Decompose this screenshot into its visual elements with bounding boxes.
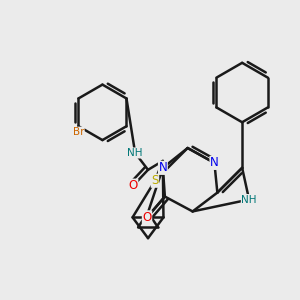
Text: S: S — [151, 174, 159, 187]
Text: O: O — [142, 211, 152, 224]
Text: Br: Br — [73, 127, 84, 137]
Text: O: O — [128, 179, 138, 192]
Text: NH: NH — [128, 148, 143, 158]
Text: NH: NH — [241, 194, 257, 205]
Text: N: N — [210, 156, 219, 170]
Text: N: N — [158, 161, 167, 174]
